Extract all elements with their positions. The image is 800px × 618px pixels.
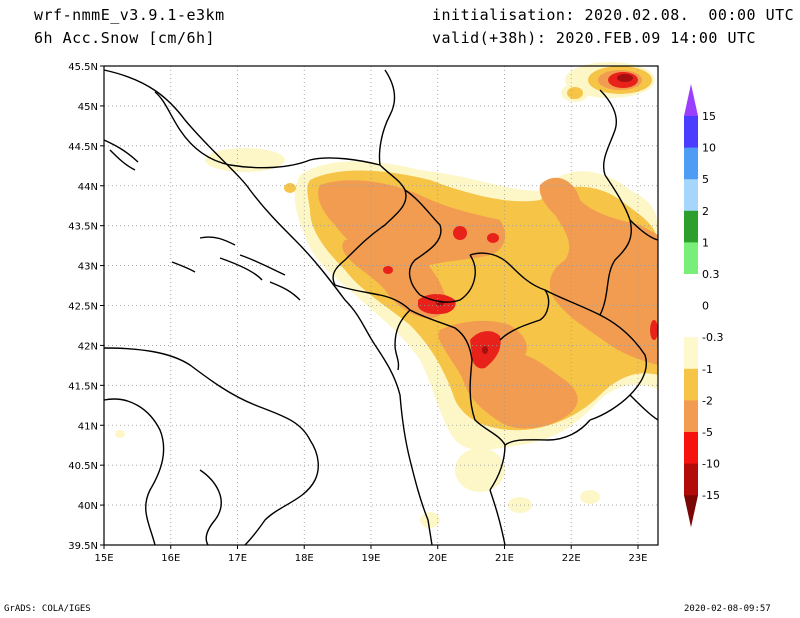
lat-label: 40.5N [68, 461, 98, 472]
footer-timestamp: 2020-02-08-09:57 [684, 604, 771, 614]
colorbar-segment [684, 147, 698, 180]
lat-label: 44.5N [68, 142, 98, 153]
lat-label: 39.5N [68, 541, 98, 552]
colorbar-top-arrow [684, 84, 698, 116]
lat-label: 41N [78, 421, 98, 432]
lat-label: 45N [78, 102, 98, 113]
lat-label: 42N [78, 341, 98, 352]
colorbar-segment [684, 368, 698, 401]
colorbar-label: 10 [702, 142, 716, 155]
colorbar-label: 1 [702, 236, 709, 249]
longitude-labels: 15E 16E 17E 18E 19E 20E 21E 22E 23E [94, 545, 647, 564]
lon-label: 16E [161, 553, 180, 564]
lat-label: 41.5N [68, 381, 98, 392]
colorbar-segment [684, 305, 698, 338]
footer-software: GrADS: COLA/IGES [4, 604, 91, 614]
lat-label: 43N [78, 262, 98, 273]
init-time: initialisation: 2020.02.08. 00:00 UTC [432, 6, 795, 24]
colorbar-segment [684, 337, 698, 370]
lon-label: 19E [361, 553, 380, 564]
lat-label: 40N [78, 501, 98, 512]
colorbar-segment [684, 432, 698, 465]
colorbar-segment [684, 274, 698, 307]
colorbar-label: -15 [702, 489, 720, 502]
colorbar-label: 0 [702, 300, 709, 313]
colorbar-segment [684, 463, 698, 496]
colorbar-label: -1 [702, 363, 713, 376]
lon-label: 23E [628, 553, 647, 564]
colorbar-segment [684, 400, 698, 433]
snow-field [115, 62, 658, 528]
colorbar [684, 84, 698, 528]
latitude-labels: 39.5N 40N 40.5N 41N 41.5N 42N 42.5N 43N 43.5N 44N… [68, 62, 104, 552]
lon-label: 20E [428, 553, 447, 564]
colorbar-label: 2 [702, 205, 709, 218]
lon-label: 15E [94, 553, 113, 564]
colorbar-label: 15 [702, 110, 716, 123]
lon-label: 18E [295, 553, 314, 564]
valid-time: valid(+38h): 2020.FEB.09 14:00 UTC [432, 29, 757, 47]
coastlines-borders [103, 69, 659, 546]
colorbar-label: -10 [702, 458, 720, 471]
lat-label: 42.5N [68, 302, 98, 313]
map-grid [104, 66, 658, 545]
colorbar-segment [684, 116, 698, 149]
colorbar-bottom-arrow [684, 495, 698, 528]
lon-label: 17E [228, 553, 247, 564]
colorbar-segment [684, 242, 698, 275]
colorbar-labels: 15 10 5 2 1 0.3 0 -0.3 -1 -2 -5 -10 -15 [702, 110, 723, 502]
colorbar-segment [684, 210, 698, 243]
snow-orange-area [318, 70, 658, 429]
colorbar-label: -0.3 [702, 331, 723, 344]
snow-red-area [383, 72, 658, 369]
lat-label: 43.5N [68, 222, 98, 233]
colorbar-label: -5 [702, 426, 713, 439]
lon-label: 21E [495, 553, 514, 564]
colorbar-label: -2 [702, 394, 713, 407]
lat-label: 45.5N [68, 62, 98, 73]
variable-title: 6h Acc.Snow [cm/6h] [34, 29, 216, 47]
colorbar-label: 5 [702, 173, 709, 186]
model-title: wrf-nmmE_v3.9.1-e3km [34, 6, 225, 24]
colorbar-label: 0.3 [702, 268, 720, 281]
colorbar-segment [684, 179, 698, 212]
lat-label: 44N [78, 182, 98, 193]
lon-label: 22E [562, 553, 581, 564]
